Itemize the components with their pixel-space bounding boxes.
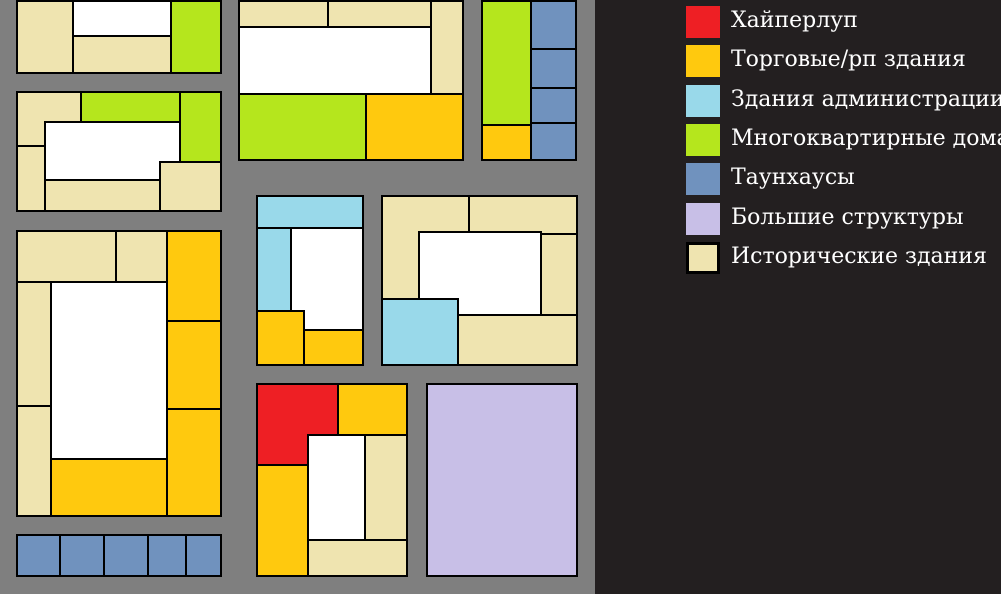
townhouses-lot [16, 534, 61, 577]
open-space-lot [72, 0, 172, 37]
administration-swatch [686, 85, 720, 117]
legend-label-apartments: Многоквартирные дома [731, 126, 1001, 151]
commercial-lot [256, 310, 305, 366]
legend-label-townhouses: Таунхаусы [731, 165, 855, 190]
historic-lot [16, 0, 74, 74]
townhouses-lot [530, 48, 577, 89]
commercial-lot [303, 329, 364, 366]
townhouses-lot [103, 534, 149, 577]
historic-lot [44, 179, 161, 212]
historic-lot [72, 35, 172, 74]
commercial-lot [166, 230, 222, 322]
apartments-lot [481, 0, 532, 126]
commercial-lot [166, 408, 222, 517]
historic-lot [115, 230, 168, 283]
administration-lot [256, 227, 292, 312]
open-space-lot [50, 281, 168, 460]
apartments-lot [179, 91, 222, 163]
hyperloop-swatch [686, 6, 720, 38]
legend-item-townhouses: Таунхаусы [686, 161, 1001, 195]
townhouses-lot [147, 534, 187, 577]
historic-lot [540, 233, 578, 316]
legend-label-commercial: Торговые/рп здания [731, 47, 966, 72]
apartments-lot [80, 91, 181, 123]
historic-lot [364, 434, 408, 541]
historic-lot [16, 230, 117, 283]
commercial-lot [481, 124, 532, 161]
apartments-lot [170, 0, 222, 74]
legend-item-hyperloop: Хайперлуп [686, 4, 1001, 38]
legend-label-large: Большие структуры [731, 205, 964, 230]
legend-item-historic: Исторические здания [686, 240, 1001, 274]
commercial-lot [50, 458, 168, 517]
commercial-lot [256, 464, 309, 577]
townhouses-lot [530, 122, 577, 161]
legend-item-large: Большие структуры [686, 201, 1001, 235]
historic-lot [159, 161, 222, 212]
open-space-lot [238, 26, 432, 95]
legend-item-commercial: Торговые/рп здания [686, 43, 1001, 77]
historic-lot [16, 281, 52, 407]
legend-label-historic: Исторические здания [731, 244, 987, 269]
townhouses-lot [530, 0, 577, 50]
historic-lot [430, 0, 464, 95]
open-space-lot [307, 434, 366, 541]
historic-lot [457, 314, 578, 366]
commercial-lot [365, 93, 464, 161]
legend-label-hyperloop: Хайперлуп [731, 8, 858, 33]
apartments-swatch [686, 124, 720, 156]
legend-label-administration: Здания администрации [731, 87, 1001, 112]
historic-swatch [686, 242, 720, 274]
historic-lot [468, 195, 578, 235]
legend-item-apartments: Многоквартирные дома [686, 122, 1001, 156]
townhouses-lot [59, 534, 105, 577]
apartments-lot [238, 93, 367, 161]
townhouses-lot [185, 534, 222, 577]
administration-lot [381, 298, 459, 366]
legend-item-administration: Здания администрации [686, 83, 1001, 117]
large-lot [426, 383, 578, 577]
commercial-lot [166, 320, 222, 410]
townhouses-swatch [686, 163, 720, 195]
townhouses-lot [530, 87, 577, 124]
open-space-lot [44, 121, 181, 181]
commercial-lot [337, 383, 408, 436]
large-swatch [686, 203, 720, 235]
commercial-swatch [686, 45, 720, 77]
historic-lot [307, 539, 408, 577]
historic-lot [16, 145, 46, 212]
administration-lot [256, 195, 364, 229]
historic-lot [16, 405, 52, 517]
historic-lot [327, 0, 432, 28]
city-block-map [0, 0, 595, 594]
